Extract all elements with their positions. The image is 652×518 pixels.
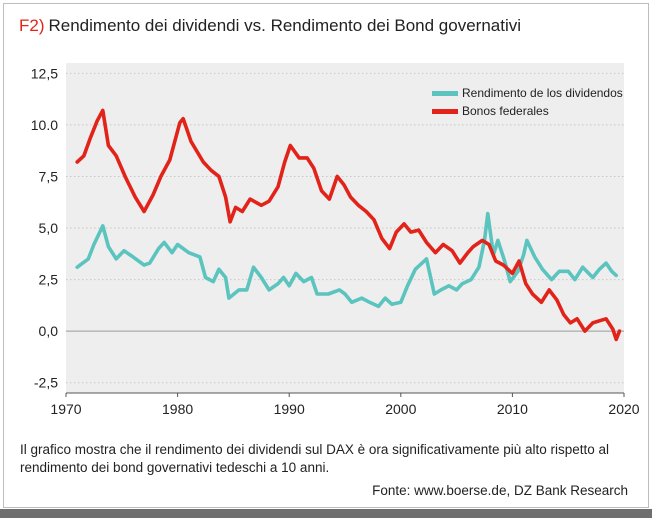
x-tick-label: 2020	[608, 401, 639, 417]
line-chart: 12,5 10.0 7,5 5,0 2,5 0,0 -2,5 1970 1980 1990 2000…	[31, 65, 640, 417]
y-tick-label: 10.0	[31, 117, 58, 133]
y-tick-label: 12,5	[31, 65, 58, 81]
dividend-yield-line	[75, 211, 618, 309]
y-tick-label: 0,0	[39, 323, 59, 339]
y-tick-label: 2,5	[39, 272, 59, 288]
x-tick-label: 1990	[274, 401, 305, 417]
y-tick-label: 7,5	[39, 168, 59, 184]
legend-swatch-federal-bonds	[432, 108, 458, 114]
y-tick-label: -2,5	[34, 375, 58, 391]
caption: Il grafico mostra che il rendimento dei …	[20, 442, 610, 475]
chart-title: F2) Rendimento dei dividendi vs. Rendimen…	[19, 16, 521, 36]
chart-card: F2) Rendimento dei dividendi vs. Rendimen…	[3, 3, 649, 508]
legend-swatch-dividend-yield	[432, 90, 458, 96]
y-tick-label: 5,0	[39, 220, 59, 236]
legend-item-dividend-yield: Rendimento de los dividendos	[432, 84, 623, 102]
federal-bonds-line	[75, 108, 622, 342]
x-tick-label: 1980	[162, 401, 193, 417]
x-tick-label: 1970	[50, 401, 81, 417]
x-tick-label: 2010	[497, 401, 528, 417]
bottom-bar	[0, 509, 652, 518]
title-text: Rendimento dei dividendi vs. Rendimento …	[48, 16, 522, 35]
figure-code: F2)	[19, 16, 45, 35]
legend-label-federal-bonds: Bonos federales	[462, 104, 549, 118]
legend: Rendimento de los dividendos Bonos feder…	[432, 84, 623, 120]
source-note: Fonte: www.boerse.de, DZ Bank Research	[372, 483, 628, 498]
legend-item-federal-bonds: Bonos federales	[432, 102, 623, 120]
x-tick-label: 2000	[385, 401, 416, 417]
legend-label-dividend-yield: Rendimento de los dividendos	[462, 86, 623, 100]
